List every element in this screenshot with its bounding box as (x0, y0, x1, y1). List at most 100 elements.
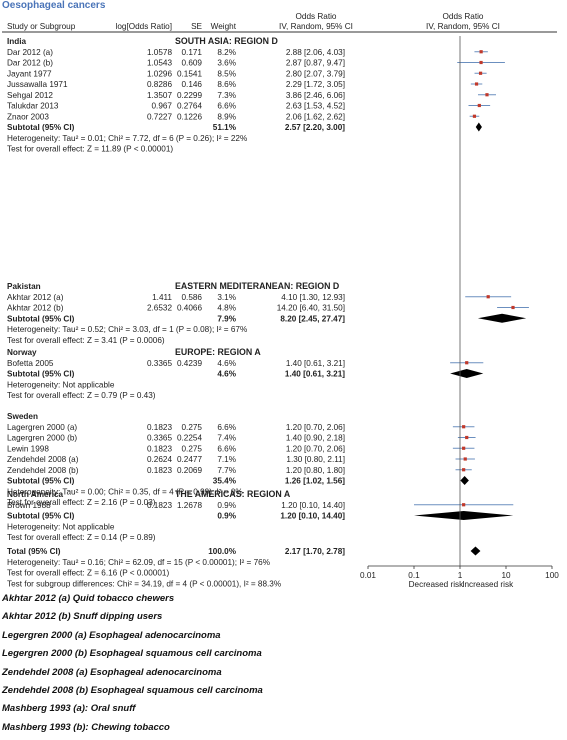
study-name: Sehgal 2012 (7, 91, 53, 100)
region-label: THE AMERICAS: REGION A (175, 489, 291, 499)
standard-error: 1.2678 (177, 501, 202, 510)
standard-error: 0.609 (182, 59, 203, 68)
odds-ratio-ci: 1.20 [0.80, 1.80] (286, 466, 345, 475)
standard-error: 0.146 (182, 80, 203, 89)
heterogeneity-text: Heterogeneity: Tau² = 0.16; Chi² = 62.09… (7, 558, 270, 567)
study-weight: 6.6% (217, 423, 236, 432)
point-estimate (478, 71, 483, 75)
x-tick-label: 1 (458, 571, 463, 580)
odds-ratio-ci: 4.10 [1.30, 12.93] (281, 293, 345, 302)
point-estimate (462, 503, 466, 507)
subtotal-weight: 51.1% (213, 123, 237, 132)
point-estimate (479, 60, 483, 65)
odds-ratio-ci: 2.80 [2.07, 3.79] (286, 69, 345, 78)
odds-ratio-ci: 1.30 [0.80, 2.11] (286, 455, 345, 464)
figure-title: Oesophageal cancers (2, 0, 106, 11)
subgroup-name: Pakistan (7, 282, 41, 291)
point-estimate (465, 361, 469, 365)
log-odds-ratio: 0.2624 (147, 455, 172, 464)
column-header: IV, Random, 95% CI (426, 22, 500, 31)
standard-error: 0.586 (182, 293, 203, 302)
odds-ratio-ci: 1.20 [0.70, 2.06] (286, 444, 345, 453)
subtotal-ci: 2.57 [2.20, 3.00] (285, 123, 345, 132)
forest-plot-svg: Odds Ratio Odds Ratio Study or Subgroup log… (2, 12, 559, 589)
odds-ratio-ci: 2.87 [0.87, 9.47] (286, 59, 345, 68)
study-weight: 7.7% (217, 466, 236, 475)
study-name: Lagergren 2000 (b) (7, 434, 77, 443)
study-name: Brown 1988 (7, 501, 51, 510)
study-name: Lagergren 2000 (a) (7, 423, 77, 432)
point-estimate (462, 425, 466, 429)
study-name: Znaor 2003 (7, 112, 49, 121)
standard-error: 0.275 (182, 423, 203, 432)
heterogeneity-text: Heterogeneity: Not applicable (7, 380, 115, 389)
study-weight: 3.6% (217, 59, 236, 68)
log-odds-ratio: 1.0543 (147, 59, 172, 68)
footnote: Legergren 2000 (a) Esophageal adenocarci… (2, 629, 221, 641)
point-estimate (477, 103, 481, 108)
subgroup-differences-text: Test for subgroup differences: Chi² = 34… (7, 579, 281, 588)
footnote: Akhtar 2012 (b) Snuff dipping users (2, 611, 163, 623)
log-odds-ratio: 0.1823 (147, 444, 172, 453)
heterogeneity-text: Heterogeneity: Not applicable (7, 522, 115, 531)
subtotal-label: Subtotal (95% CI) (7, 370, 75, 379)
column-header: Odds Ratio (296, 12, 337, 21)
study-name: Talukdar 2013 (7, 102, 59, 111)
study-weight: 8.5% (217, 69, 236, 78)
log-odds-ratio: 1.411 (152, 293, 172, 302)
standard-error: 0.275 (182, 444, 203, 453)
subtotal-ci: 8.20 [2.45, 27.47] (280, 314, 345, 323)
odds-ratio-ci: 2.88 [2.06, 4.03] (286, 48, 345, 57)
standard-error: 0.1541 (177, 69, 202, 78)
study-weight: 8.9% (217, 112, 236, 121)
x-tick-label: 0.1 (408, 571, 420, 580)
study-weight: 8.2% (217, 48, 236, 57)
study-name: Akhtar 2012 (b) (7, 304, 64, 313)
point-estimate (479, 50, 483, 54)
column-header: IV, Random, 95% CI (279, 22, 353, 31)
x-axis-label-right: Increased risk (462, 580, 514, 589)
subgroup-name: North America (7, 490, 64, 499)
footnotes: Akhtar 2012 (a) Quid tobacco chewers Akh… (2, 590, 562, 737)
footnote: Akhtar 2012 (a) Quid tobacco chewers (2, 593, 175, 604)
column-header: Odds Ratio (443, 12, 484, 21)
point-estimate (485, 93, 489, 97)
log-odds-ratio: 0.3365 (147, 359, 172, 368)
log-odds-ratio: 1.0578 (147, 48, 172, 57)
region-label: SOUTH ASIA: REGION D (175, 36, 278, 46)
subtotal-ci: 1.20 [0.10, 14.40] (280, 512, 345, 521)
odds-ratio-ci: 2.29 [1.72, 3.05] (286, 80, 345, 89)
study-name: Dar 2012 (a) (7, 48, 53, 57)
study-weight: 7.4% (217, 434, 236, 443)
point-estimate (511, 305, 515, 310)
standard-error: 0.1226 (177, 112, 202, 121)
study-weight: 4.6% (217, 359, 236, 368)
subtotal-diamond (414, 511, 514, 520)
odds-ratio-ci: 2.63 [1.53, 4.52] (286, 102, 345, 111)
study-name: Zendehdel 2008 (a) (7, 455, 79, 464)
subtotal-label: Subtotal (95% CI) (7, 512, 75, 521)
column-header: Weight (211, 22, 237, 31)
log-odds-ratio: 0.1823 (147, 501, 172, 510)
study-name: Zendehdel 2008 (b) (7, 466, 79, 475)
subtotal-diamond (450, 369, 484, 378)
subtotal-ci: 1.26 [1.02, 1.56] (285, 477, 345, 486)
subtotal-ci: 1.40 [0.61, 3.21] (285, 370, 345, 379)
log-odds-ratio: 0.7227 (147, 112, 172, 121)
column-header: Study or Subgroup (7, 22, 76, 31)
subtotal-weight: 4.6% (217, 370, 236, 379)
overall-effect-text: Test for overall effect: Z = 3.41 (P = 0… (7, 336, 165, 345)
region-label: EASTERN MEDITERANEAN: REGION D (175, 281, 339, 291)
study-name: Akhtar 2012 (a) (7, 293, 64, 302)
point-estimate (486, 295, 490, 299)
point-estimate (462, 446, 466, 450)
study-weight: 3.1% (217, 293, 236, 302)
subtotal-diamond (460, 476, 469, 485)
study-name: Bofetta 2005 (7, 359, 54, 368)
odds-ratio-ci: 14.20 [6.40, 31.50] (277, 304, 345, 313)
footnote: Zendehdel 2008 (a) Esophageal adenocarci… (2, 666, 222, 678)
column-header: log[Odds Ratio] (116, 22, 172, 31)
point-estimate (463, 457, 467, 461)
study-name: Lewin 1998 (7, 444, 49, 453)
